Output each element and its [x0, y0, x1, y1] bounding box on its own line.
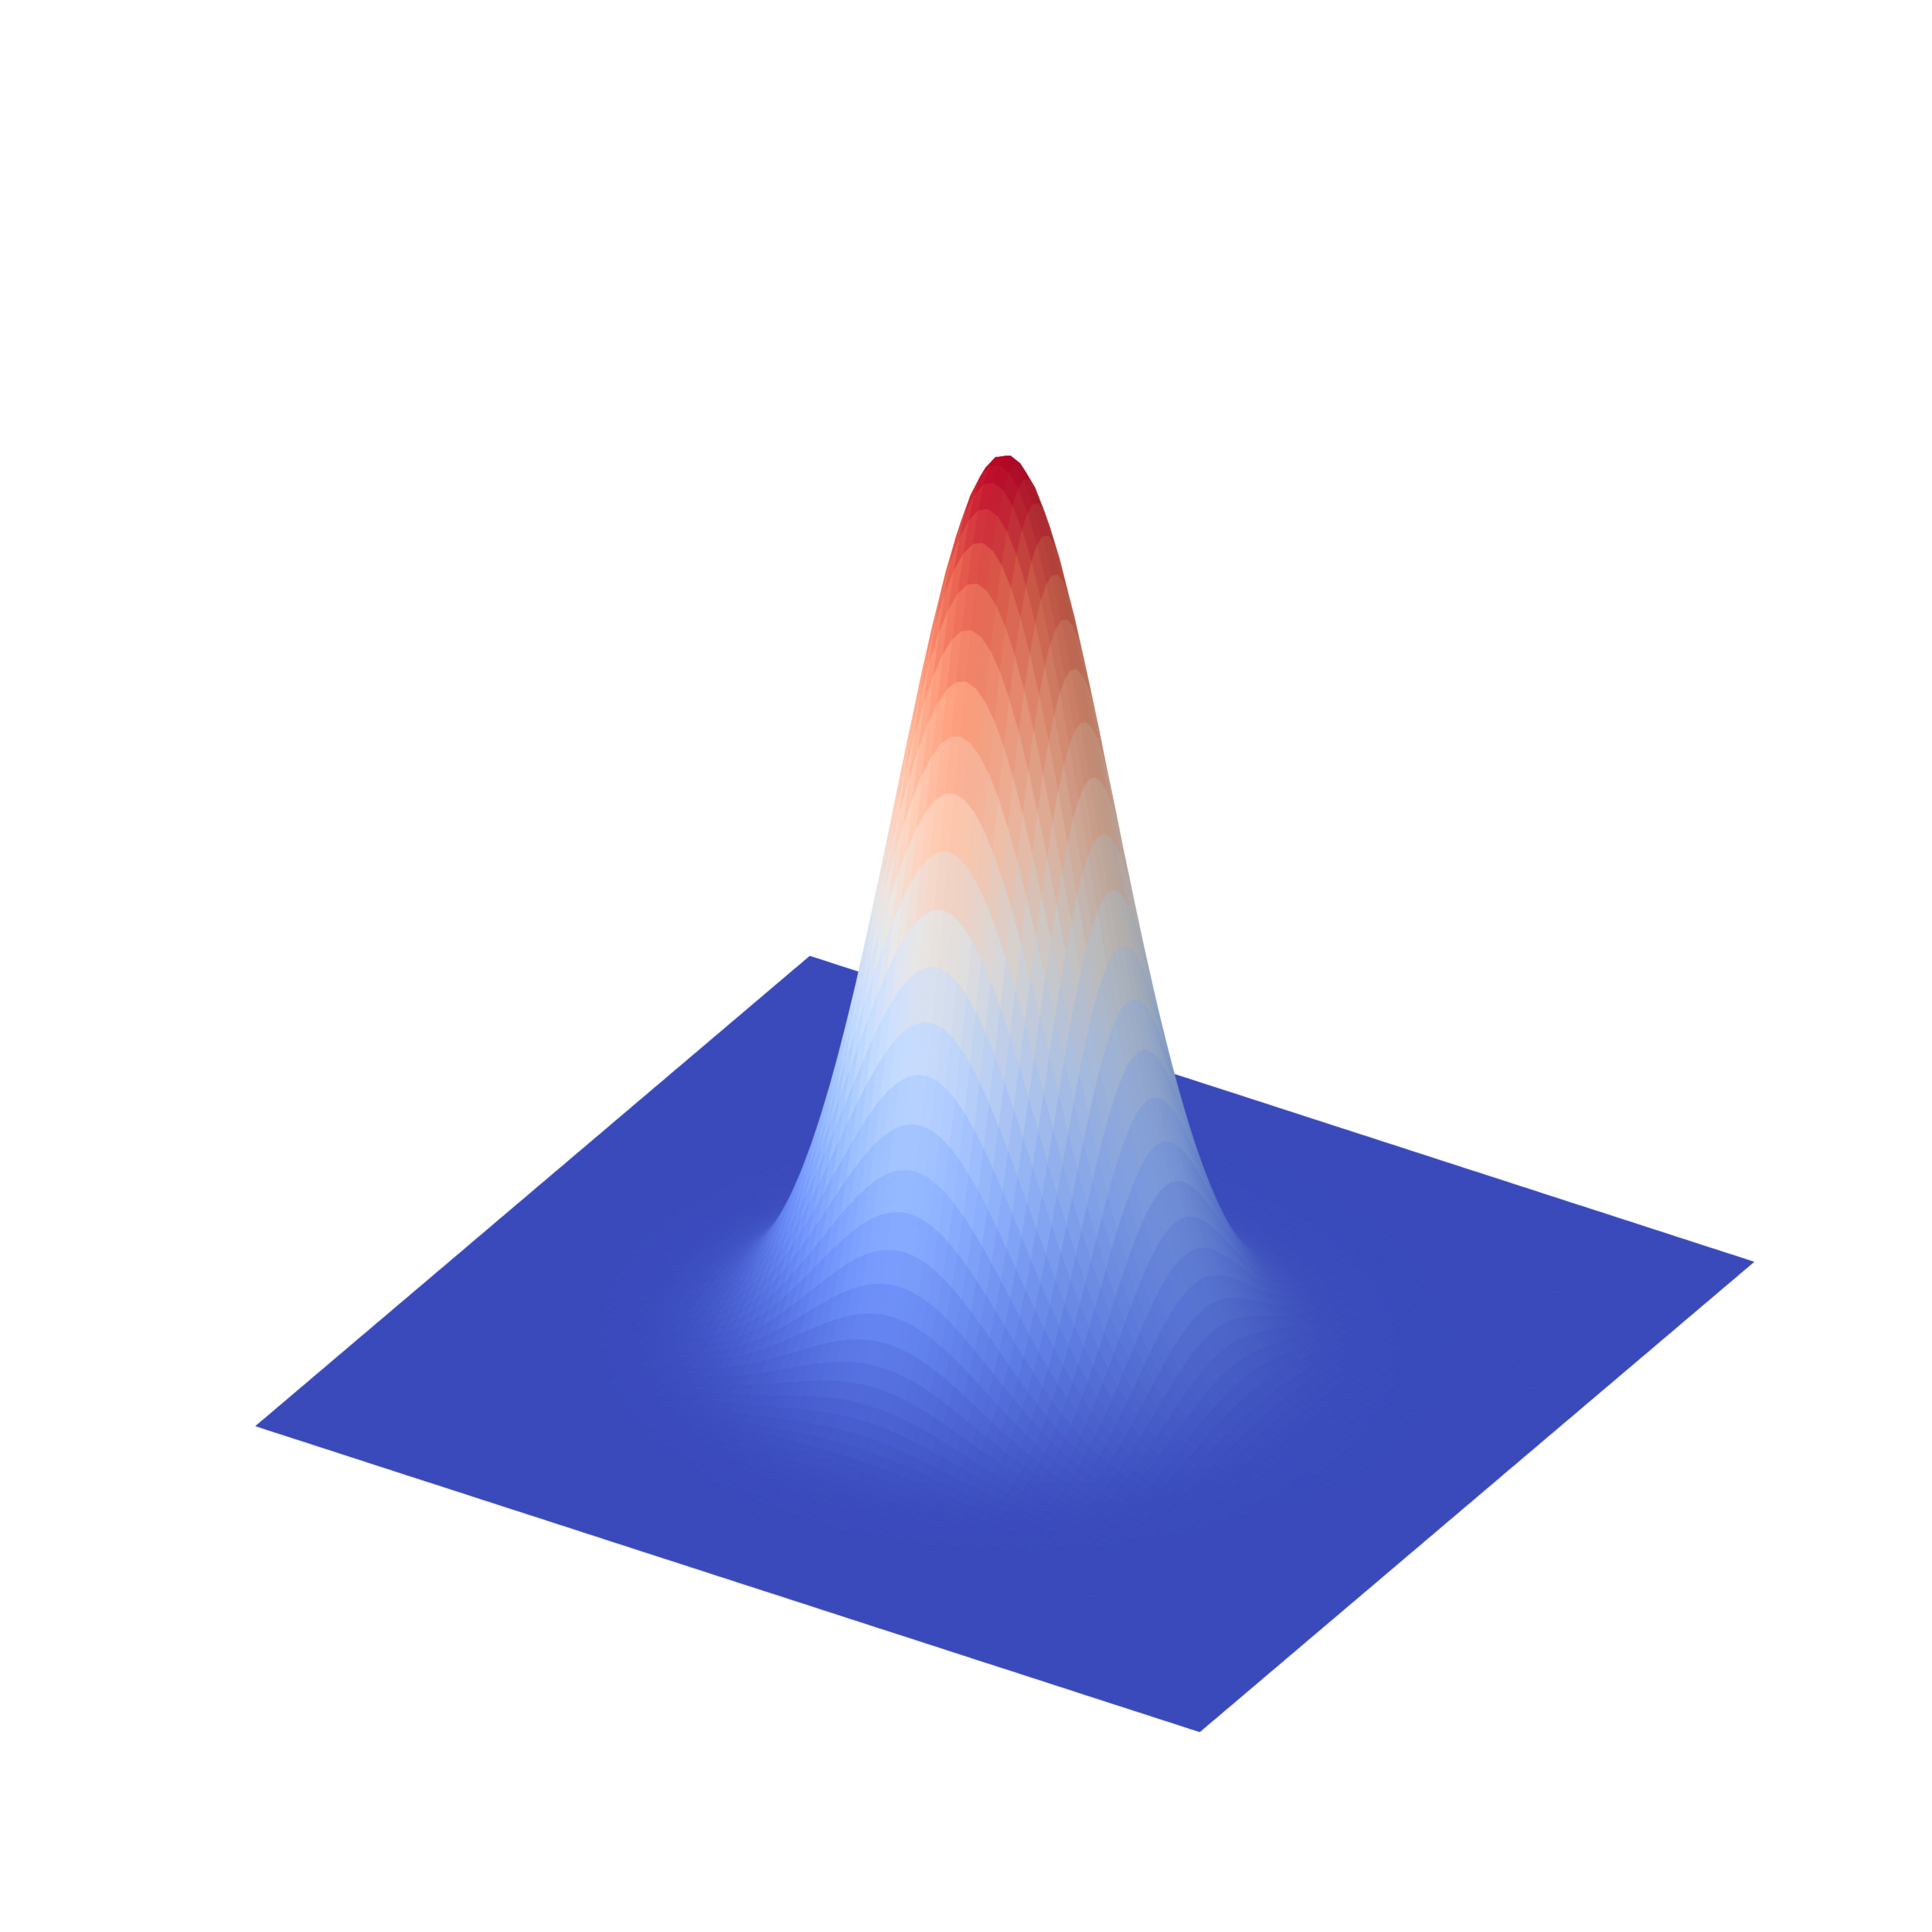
surface-plot-canvas: [0, 0, 1932, 1932]
